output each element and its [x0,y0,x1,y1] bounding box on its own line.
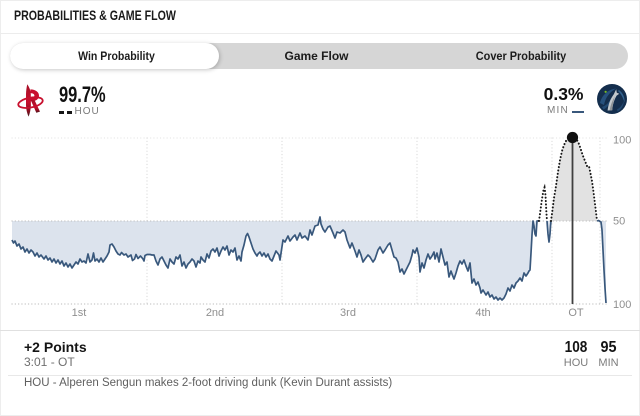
svg-text:OT: OT [568,307,584,319]
svg-text:4th: 4th [475,307,490,319]
svg-text:3rd: 3rd [340,307,356,319]
svg-text:100: 100 [613,135,631,147]
svg-text:2nd: 2nd [206,307,224,319]
svg-text:50: 50 [613,216,625,228]
svg-text:100: 100 [613,299,631,311]
svg-text:1st: 1st [72,307,87,319]
